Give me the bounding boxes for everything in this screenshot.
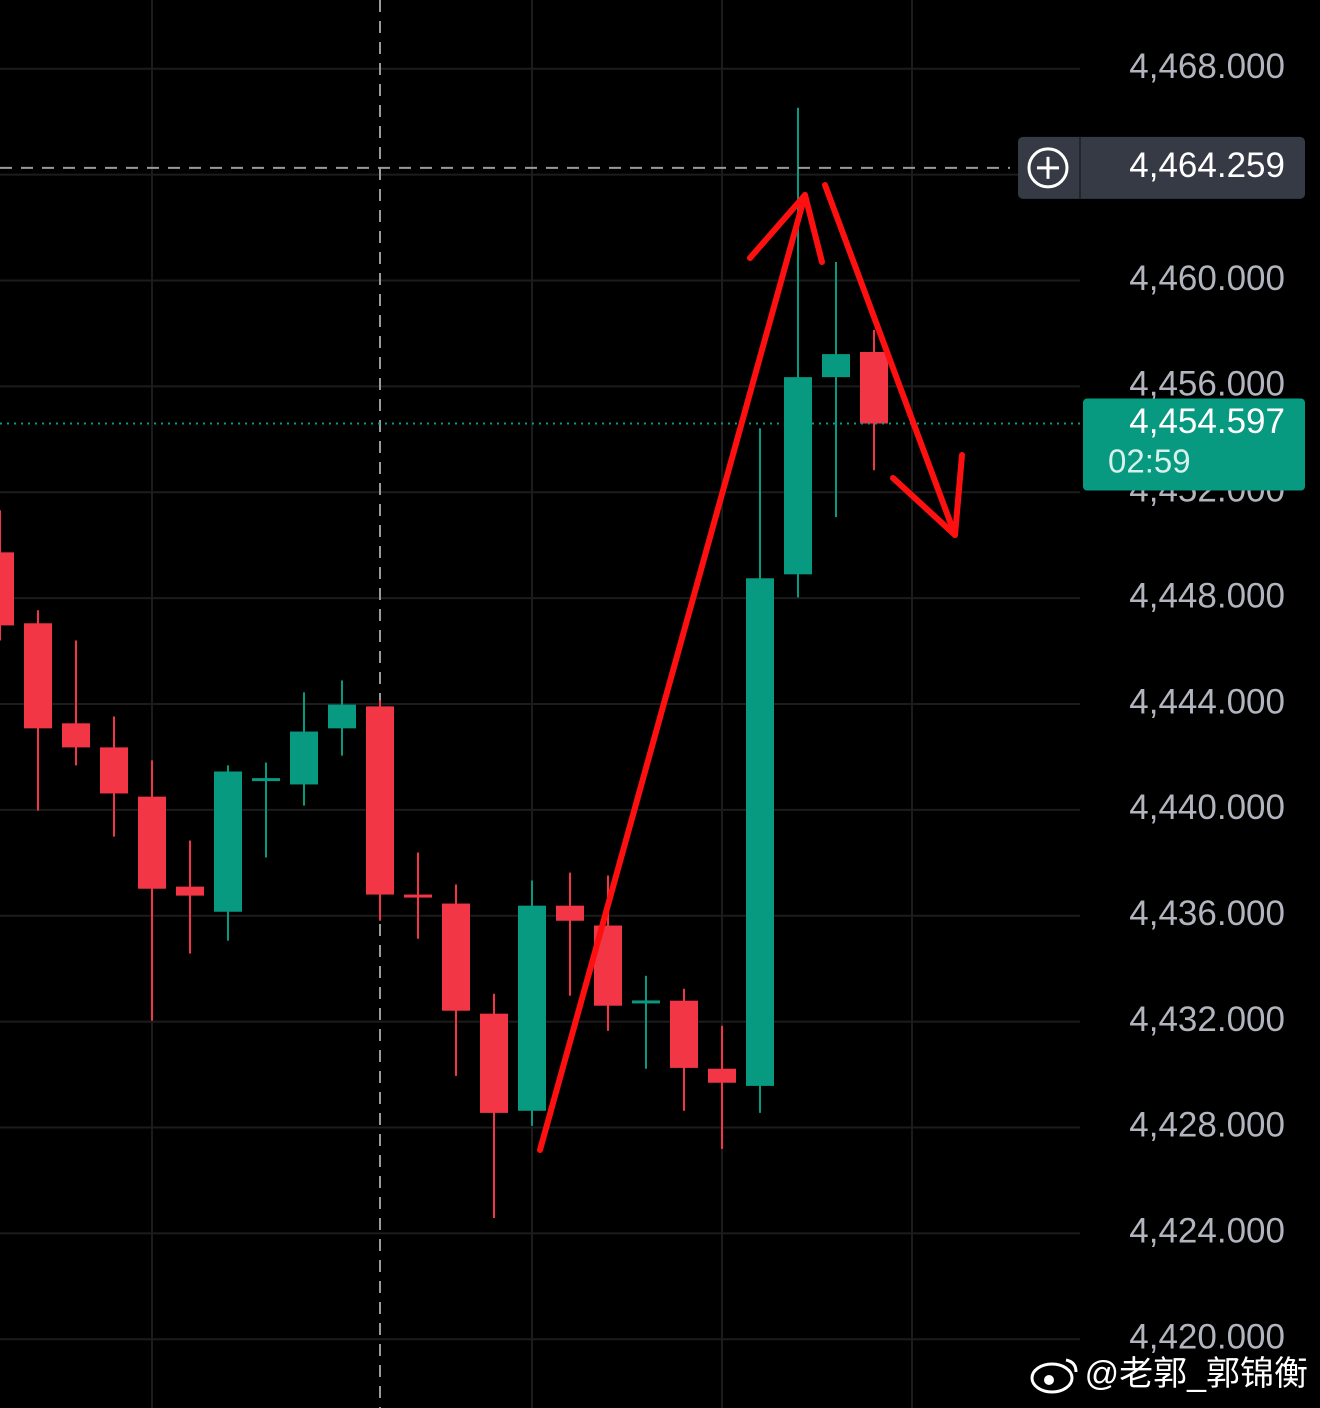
crosshair-label: 4,464.259 [1129, 146, 1285, 185]
candle-body [100, 747, 128, 794]
candle-body [518, 905, 546, 1111]
candle-body [670, 1000, 698, 1068]
annotation-arrows [537, 182, 965, 1153]
current-price-tag [1083, 398, 1305, 491]
arrow-down [822, 182, 958, 538]
y-tick-label: 4,460.000 [1129, 259, 1285, 298]
candle-body [62, 723, 90, 748]
candle-body [138, 796, 166, 889]
add-button [1027, 147, 1069, 189]
candle-body [556, 905, 584, 921]
candle-body [860, 352, 888, 424]
candle-body [746, 578, 774, 1086]
weibo-icon-arc [1065, 1358, 1078, 1373]
candle-body [290, 731, 318, 785]
candle-body [252, 778, 280, 782]
candle-body [404, 894, 432, 898]
y-tick-label: 4,432.000 [1129, 1000, 1285, 1039]
candle-body [480, 1013, 508, 1113]
candle-body [366, 706, 394, 895]
candle-body [328, 704, 356, 729]
watermark: @老郭_郭锦衡 [1030, 1355, 1308, 1394]
candle-body [176, 886, 204, 896]
candle-body [24, 623, 52, 729]
candles [0, 107, 888, 1218]
weibo-icon [1030, 1362, 1074, 1394]
arrow-up-head [747, 192, 825, 265]
arrow-down-head [890, 452, 965, 538]
watermark-text: @老郭_郭锦衡 [1085, 1355, 1308, 1393]
y-tick-label: 4,428.000 [1129, 1106, 1285, 1145]
candle-body [214, 771, 242, 912]
weibo-icon-dot [1044, 1375, 1054, 1385]
candle-body [0, 552, 14, 626]
y-tick-label: 4,456.000 [1129, 365, 1285, 404]
countdown-label: 02:59 [1108, 442, 1191, 479]
candle-body [784, 377, 812, 575]
y-tick-label: 4,424.000 [1129, 1212, 1285, 1251]
y-tick-label: 4,468.000 [1129, 47, 1285, 86]
candle-body [442, 903, 470, 1011]
y-tick-label: 4,448.000 [1129, 576, 1285, 615]
arrow-up [537, 192, 808, 1153]
candle-body [708, 1068, 736, 1083]
price-axis: 4,420.000 4,424.000 4,428.000 4,432.000 4,43… [1129, 47, 1285, 1356]
crosshair-tag [1018, 136, 1305, 199]
y-tick-label: 4,420.000 [1129, 1317, 1285, 1356]
price-lines [0, 166, 1080, 425]
current-price-label: 4,454.597 [1129, 402, 1285, 441]
y-tick-label: 4,444.000 [1129, 682, 1285, 721]
y-tick-label: 4,436.000 [1129, 894, 1285, 933]
candle-body [822, 354, 850, 378]
y-tick-label: 4,440.000 [1129, 788, 1285, 827]
candle-body [632, 1000, 660, 1004]
